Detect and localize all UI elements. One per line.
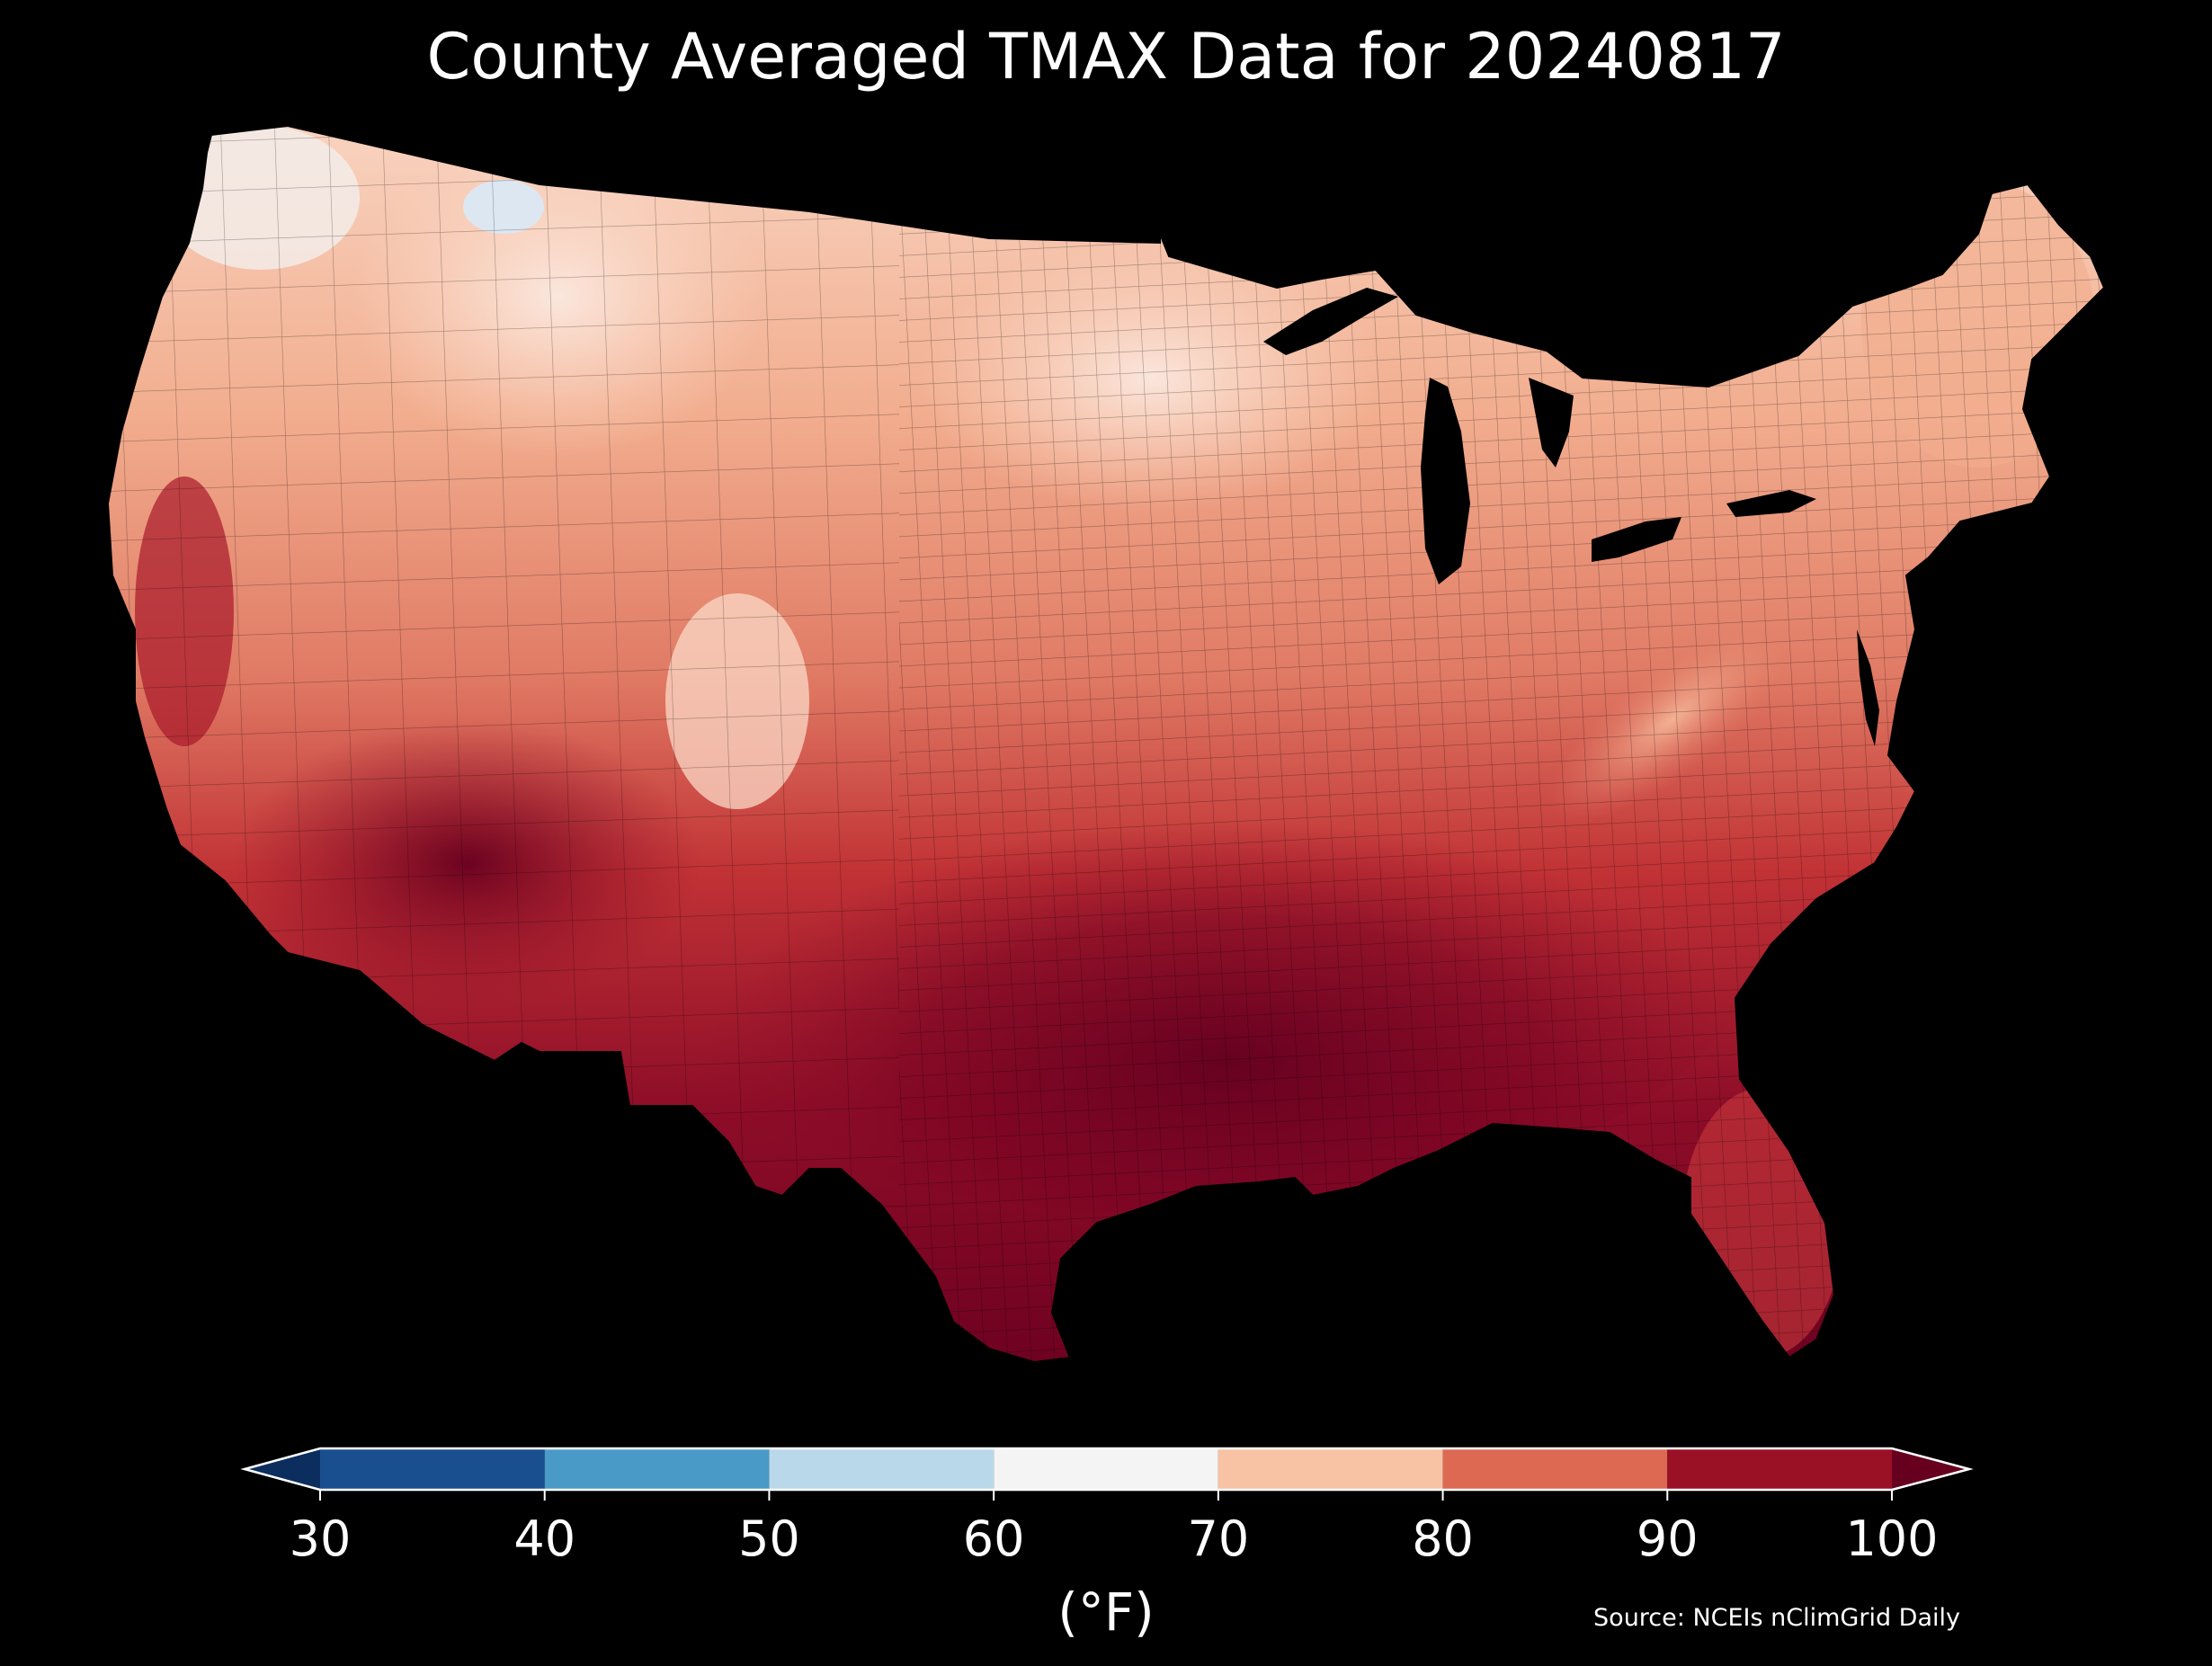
colorbar-bin-80-90 xyxy=(1442,1448,1668,1490)
great-lakes xyxy=(1263,288,1816,584)
county-map xyxy=(106,124,2106,1364)
colorbar-tick-label: 80 xyxy=(1412,1510,1474,1567)
colorbar-tick-label: 60 xyxy=(962,1510,1025,1567)
colorbar-tick-label: 40 xyxy=(513,1510,576,1567)
colorbar-tick-label: 50 xyxy=(738,1510,800,1567)
chesapeake-bay xyxy=(1857,629,1879,746)
colorbar-tick-label: 70 xyxy=(1187,1510,1250,1567)
colorbar-bin-50-60 xyxy=(769,1448,995,1490)
colorbar-over-arrow xyxy=(1892,1448,1969,1490)
colorbar-unit-label: (°F) xyxy=(1057,1581,1155,1643)
conus-fill xyxy=(108,126,2104,1362)
source-note: Source: NCEIs nClimGrid Daily xyxy=(1593,1604,1960,1632)
colorbar-bin-60-70 xyxy=(994,1448,1218,1490)
colorbar-bin-40-50 xyxy=(544,1448,770,1490)
colorbar-bin-30-40 xyxy=(320,1448,545,1490)
colorbar-tick-label: 90 xyxy=(1636,1510,1699,1567)
colorbar-ticks xyxy=(319,1490,1893,1501)
colorbar-tick-label: 100 xyxy=(1845,1510,1939,1567)
colorbar-bins xyxy=(320,1448,1892,1490)
chart-title: County Averaged TMAX Data for 20240817 xyxy=(426,20,1786,94)
colorbar-tick-label: 30 xyxy=(289,1510,352,1567)
colorbar-bin-70-80 xyxy=(1217,1448,1443,1490)
colorbar-bin-90-100 xyxy=(1667,1448,1892,1490)
colorbar-outline xyxy=(240,1447,1974,1492)
county-map-svg xyxy=(106,124,2106,1364)
colorbar-under-arrow xyxy=(245,1448,320,1490)
